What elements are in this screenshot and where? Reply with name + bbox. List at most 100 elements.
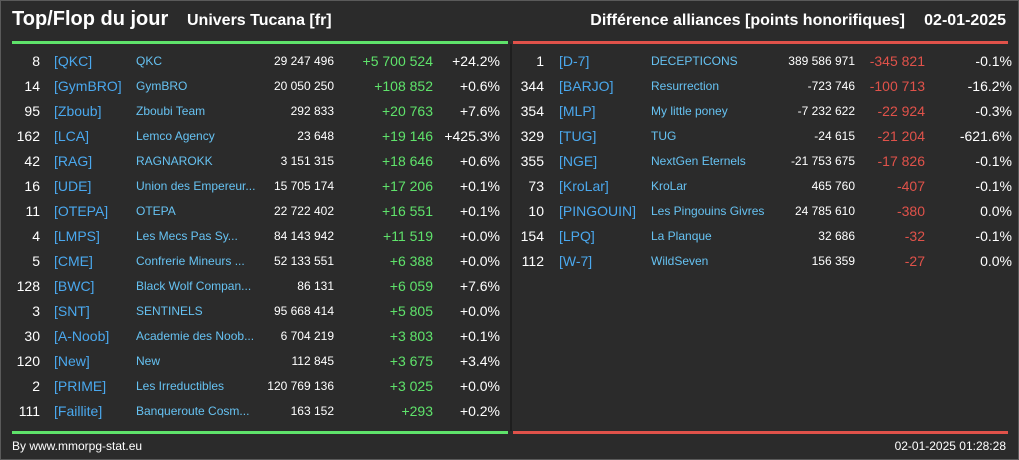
alliance-tag[interactable]: [CME] [54,253,93,269]
alliance-points: -723 746 [807,79,855,93]
alliance-tag[interactable]: [PRIME] [54,378,107,394]
alliance-name[interactable]: RAGNAROKK [136,154,213,168]
alliance-name[interactable]: Black Wolf Compan... [136,279,252,293]
alliance-tag[interactable]: [BWC] [54,278,95,294]
alliance-name[interactable]: DECEPTICONS [651,54,738,68]
source-link[interactable]: By www.mmorpg-stat.eu [12,439,143,453]
alliance-points: 84 143 942 [273,229,334,243]
percent-change: +7.6% [459,278,500,294]
alliance-tag[interactable]: [BARJO] [559,78,614,94]
top-alliance-row: 162 [LCA] Lemco Agency 23 648 +19 146 +425.3% [12,124,508,149]
top-alliances-panel: 8 [QKC] QKC 29 247 496 +5 700 524 +24.2% 14 [Gy… [12,49,508,424]
alliance-name[interactable]: Lemco Agency [136,129,215,143]
percent-change: +0.0% [459,303,500,319]
alliance-tag[interactable]: [A-Noob] [54,328,110,344]
alliance-name[interactable]: SENTINELS [136,304,203,318]
alliance-name[interactable]: Zboubi Team [136,104,206,118]
alliance-name[interactable]: TUG [651,129,677,143]
alliance-name[interactable]: Academie des Noob... [136,329,255,343]
points-difference: +5 805 [389,303,433,319]
percent-change: -0.1% [975,228,1012,244]
alliance-rank: 30 [24,328,40,344]
alliance-points: 465 760 [811,179,855,193]
alliance-points: 24 785 610 [794,204,855,218]
alliance-name[interactable]: GymBRO [136,79,188,93]
alliance-tag[interactable]: [MLP] [559,103,596,119]
flop-alliance-row: 112 [W-7] WildSeven 156 359 -27 0.0% [513,249,1012,274]
percent-change: +24.2% [452,53,500,69]
alliance-rank: 10 [528,203,544,219]
alliance-tag[interactable]: [QKC] [54,53,93,69]
alliance-points: 29 247 496 [273,54,334,68]
flop-alliance-row: 10 [PINGOUIN] Les Pingouins Givres 24 785 6… [513,199,1012,224]
alliance-tag[interactable]: [LMPS] [54,228,100,244]
alliance-points: 156 359 [811,254,855,268]
percent-change: +0.1% [459,328,500,344]
alliance-rank: 128 [16,278,40,294]
alliance-tag[interactable]: [W-7] [559,253,593,269]
top-alliance-row: 16 [UDE] Union des Empereur... 15 705 174 +1… [12,174,508,199]
flop-alliance-row: 73 [KroLar] KroLar 465 760 -407 -0.1% [513,174,1012,199]
ranking-description: Différence alliances [points honorifique… [590,12,905,29]
alliance-name[interactable]: Les Pingouins Givres [651,204,765,218]
alliance-rank: 111 [18,403,40,419]
alliance-tag[interactable]: [RAG] [54,153,93,169]
alliance-tag[interactable]: [KroLar] [559,178,609,194]
percent-change: 0.0% [980,203,1012,219]
percent-change: 0.0% [980,253,1012,269]
alliance-tag[interactable]: [NGE] [559,153,598,169]
alliance-tag[interactable]: [LCA] [54,128,90,144]
panel-divider [510,44,512,431]
alliance-tag[interactable]: [GymBRO] [54,78,122,94]
alliance-name[interactable]: QKC [136,54,163,68]
points-difference: +3 803 [389,328,433,344]
alliance-name[interactable]: Les Irreductibles [136,379,225,393]
alliance-tag[interactable]: [OTEPA] [54,203,109,219]
flop-alliance-row: 344 [BARJO] Resurrection -723 746 -100 713 -1… [513,74,1012,99]
alliance-name[interactable]: Resurrection [651,79,720,93]
alliance-name[interactable]: NextGen Eternels [651,154,746,168]
alliance-name[interactable]: My little poney [651,104,728,118]
alliance-tag[interactable]: [UDE] [54,178,92,194]
alliance-rank: 329 [520,128,544,144]
alliance-name[interactable]: New [136,354,161,368]
alliance-name[interactable]: KroLar [651,179,688,193]
alliance-name[interactable]: OTEPA [136,204,176,218]
alliance-tag[interactable]: [SNT] [54,303,90,319]
alliance-name[interactable]: Confrerie Mineurs ... [136,254,245,268]
top-panel-bottom-line [12,431,508,434]
alliance-tag[interactable]: [Zboub] [54,103,102,119]
percent-change: +0.0% [459,378,500,394]
points-difference: -345 821 [869,53,925,69]
alliance-points: -7 232 622 [797,104,855,118]
alliance-tag[interactable]: [TUG] [559,128,597,144]
alliance-tag[interactable]: [LPQ] [559,228,595,244]
percent-change: -16.2% [967,78,1012,94]
alliance-tag[interactable]: [D-7] [559,53,590,69]
alliance-tag[interactable]: [Faillite] [54,403,103,419]
points-difference: +6 388 [389,253,433,269]
top-alliance-row: 14 [GymBRO] GymBRO 20 050 250 +108 852 +0.6% [12,74,508,99]
alliance-name[interactable]: La Planque [651,229,712,243]
alliance-tag[interactable]: [New] [54,353,90,369]
points-difference: +6 059 [389,278,433,294]
percent-change: -0.1% [975,178,1012,194]
alliance-points: 112 845 [291,354,335,368]
points-difference: +11 519 [383,228,433,244]
alliance-points: 163 152 [290,404,334,418]
alliance-name[interactable]: Banqueroute Cosm... [136,404,250,418]
points-difference: -32 [904,228,925,244]
points-difference: -17 826 [877,153,925,169]
flop-alliances-panel: 1 [D-7] DECEPTICONS 389 586 971 -345 821 -0.1… [513,49,1012,274]
flop-panel-bottom-line [513,431,1008,434]
alliance-name[interactable]: WildSeven [651,254,709,268]
percent-change: +0.1% [459,178,500,194]
alliance-tag[interactable]: [PINGOUIN] [559,203,637,219]
flop-alliance-row: 354 [MLP] My little poney -7 232 622 -22 924… [513,99,1012,124]
alliance-name[interactable]: Les Mecs Pas Sy... [136,229,238,243]
alliance-rank: 14 [24,78,40,94]
top-alliance-row: 2 [PRIME] Les Irreductibles 120 769 136 +3 0… [12,374,508,399]
points-difference: -22 924 [877,103,925,119]
alliance-name[interactable]: Union des Empereur... [136,179,256,193]
